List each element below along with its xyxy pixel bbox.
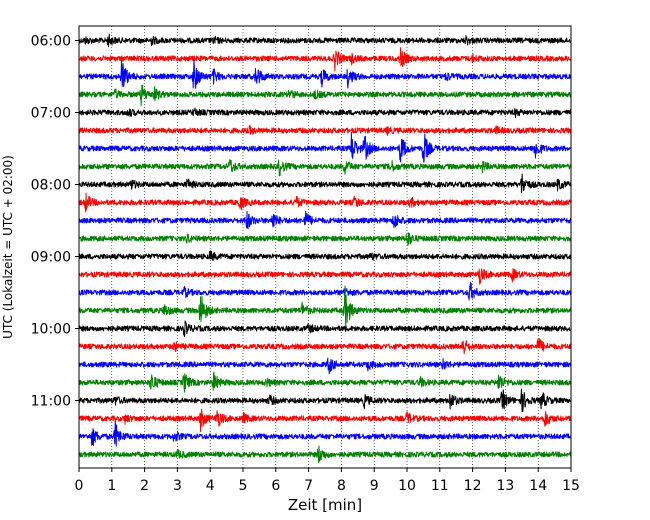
trace-line	[78, 337, 572, 355]
y-tick-label: 11:00	[31, 394, 71, 410]
trace-line	[78, 320, 572, 338]
trace-line	[78, 47, 572, 72]
x-tick-label: 11	[431, 478, 449, 494]
y-tick-label: 08:00	[31, 178, 71, 194]
x-tick-label: 2	[140, 478, 149, 494]
x-tick-label: 5	[239, 478, 248, 494]
trace-line	[78, 285, 572, 333]
x-axis: 0 1 2 3 4 5 6 7 8 9 10 11 12 13 14 15	[75, 468, 580, 494]
trace-line	[78, 420, 572, 447]
trace-line	[78, 408, 572, 433]
x-tick-label: 8	[337, 478, 346, 494]
trace-line	[78, 173, 572, 194]
trace-line	[78, 33, 572, 48]
x-tick-label: 13	[496, 478, 514, 494]
trace-line	[78, 232, 572, 246]
x-tick-label: 1	[107, 478, 116, 494]
x-tick-label: 14	[529, 478, 547, 494]
trace-line	[78, 125, 572, 136]
x-tick-label: 15	[562, 478, 580, 494]
y-axis: 06:00 07:00 08:00 09:00 10:00 11:00	[31, 34, 79, 410]
x-tick-label: 0	[75, 478, 84, 494]
x-tick-label: 12	[464, 478, 482, 494]
trace-line	[78, 371, 572, 393]
trace-line	[78, 445, 572, 464]
y-axis-label: UTC (Lokalzeit = UTC + 02:00)	[1, 155, 15, 339]
y-tick-label: 06:00	[31, 34, 71, 50]
trace-line	[78, 159, 572, 177]
trace-line	[78, 250, 572, 262]
trace-line	[78, 357, 572, 375]
x-tick-label: 4	[206, 478, 215, 494]
trace-line	[78, 388, 572, 413]
trace-line	[78, 281, 572, 301]
plot-frame	[78, 25, 572, 469]
trace-line	[78, 192, 572, 213]
traces	[78, 33, 572, 464]
trace-line	[78, 84, 572, 106]
trace-line	[78, 107, 572, 119]
trace-line	[78, 210, 572, 230]
x-axis-label: Zeit [min]	[288, 496, 362, 514]
y-tick-label: 10:00	[31, 322, 71, 338]
y-tick-label: 09:00	[31, 250, 71, 266]
x-tick-label: 7	[304, 478, 313, 494]
x-tick-label: 6	[271, 478, 280, 494]
trace-line	[78, 59, 572, 89]
x-tick-label: 3	[173, 478, 182, 494]
x-tick-label: 9	[370, 478, 379, 494]
trace-line	[78, 268, 572, 285]
trace-line	[78, 131, 572, 163]
y-tick-label: 07:00	[31, 106, 71, 122]
x-tick-label: 10	[398, 478, 416, 494]
